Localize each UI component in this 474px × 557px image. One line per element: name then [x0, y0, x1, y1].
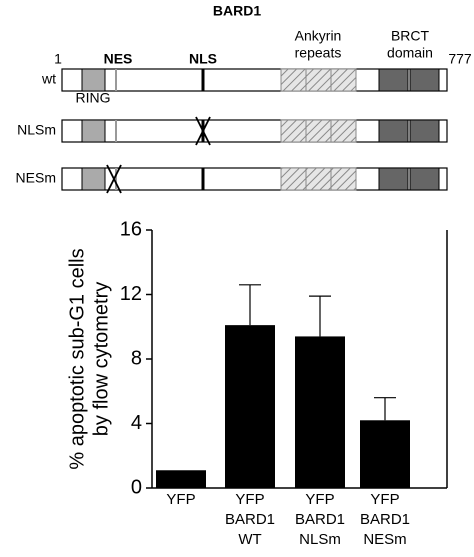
- bar-chart: % apoptotic sub-G1 cells by flow cytomet…: [66, 218, 448, 548]
- nls-label: NLS: [189, 51, 217, 67]
- ring-label: RING: [76, 90, 111, 106]
- brct-domain: [378, 167, 409, 191]
- y-tick-label: 4: [131, 412, 142, 434]
- x-tick-label: NESm: [363, 531, 406, 548]
- x-tick-label: BARD1: [360, 511, 410, 528]
- brct-label: domain: [387, 45, 433, 61]
- ankyrin-label: Ankyrin: [295, 28, 342, 44]
- row-label: NLSm: [17, 122, 56, 138]
- protein-rows: wt NLSm NESm: [16, 68, 448, 194]
- x-tick-label: YFP: [235, 491, 264, 508]
- ankyrin-repeat: [330, 68, 357, 92]
- y-tick-label: 8: [131, 347, 142, 369]
- y-axis-label: by flow cytometry: [90, 282, 112, 436]
- bar: [156, 470, 206, 488]
- ankyrin-repeat: [280, 119, 307, 143]
- row-label: NESm: [16, 170, 56, 186]
- ring-domain: [81, 68, 106, 92]
- mutation: [106, 164, 122, 194]
- brct-domain: [378, 119, 409, 143]
- brct-domain: [409, 68, 440, 92]
- x-tick-label: YFP: [305, 491, 334, 508]
- y-axis-label: % apoptotic sub-G1 cells: [66, 248, 88, 469]
- bar: [360, 420, 410, 488]
- x-tick-label: BARD1: [295, 511, 345, 528]
- brct-domain: [409, 167, 440, 191]
- ankyrin-repeat: [305, 167, 332, 191]
- y-tick-label: 16: [120, 218, 142, 240]
- bar: [295, 336, 345, 488]
- start-label: 1: [54, 51, 62, 67]
- nes-label: NES: [104, 51, 133, 67]
- x-tick-label: YFP: [166, 491, 195, 508]
- x-tick-label: BARD1: [225, 511, 275, 528]
- y-tick-label: 12: [120, 283, 142, 305]
- ankyrin-repeat: [280, 68, 307, 92]
- row-label: wt: [41, 71, 56, 87]
- x-tick-label: YFP: [370, 491, 399, 508]
- ankyrin-repeat: [330, 167, 357, 191]
- ankyrin-repeat: [330, 119, 357, 143]
- ankyrin-repeat: [305, 119, 332, 143]
- mutation: [195, 116, 211, 146]
- brct-label: BRCT: [391, 28, 430, 44]
- ankyrin-label: repeats: [295, 45, 342, 61]
- end-label: 777: [448, 51, 472, 67]
- ankyrin-repeat: [305, 68, 332, 92]
- x-tick-label: NLSm: [299, 531, 341, 548]
- brct-domain: [409, 119, 440, 143]
- ankyrin-repeat: [280, 167, 307, 191]
- y-tick-label: 0: [131, 476, 142, 498]
- ring-domain: [81, 119, 106, 143]
- brct-domain: [378, 68, 409, 92]
- ring-domain: [81, 167, 106, 191]
- diagram-title: BARD1: [213, 3, 261, 19]
- x-tick-label: WT: [238, 531, 261, 548]
- bar: [225, 325, 275, 488]
